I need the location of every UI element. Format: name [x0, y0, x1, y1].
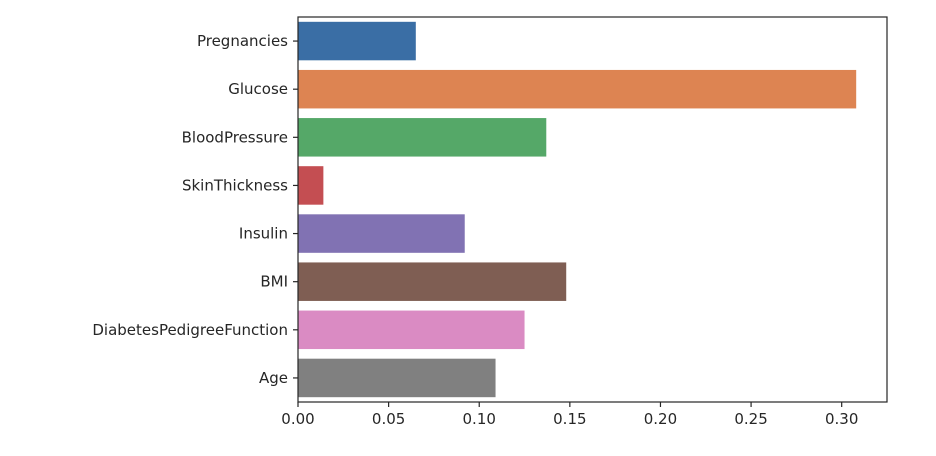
- bar-age: [298, 358, 496, 398]
- bars-group: [298, 21, 857, 398]
- bar-bloodpressure: [298, 118, 547, 157]
- x-axis-ticks: 0.00 0.05 0.10 0.15 0.20 0.25 0.30: [281, 402, 858, 428]
- x-tick-label: 0.20: [644, 410, 677, 428]
- x-tick-label: 0.30: [825, 410, 858, 428]
- x-tick-label: 0.05: [372, 410, 405, 428]
- y-tick-label: BMI: [260, 273, 288, 291]
- bar-glucose: [298, 69, 857, 109]
- y-tick-label: Insulin: [239, 225, 288, 243]
- y-tick-label: Age: [259, 369, 288, 387]
- x-tick-label: 0.00: [281, 410, 314, 428]
- y-axis-ticks: Pregnancies Glucose BloodPressure SkinThick…: [92, 32, 298, 387]
- x-tick-label: 0.10: [463, 410, 496, 428]
- bar-pregnancies: [298, 21, 416, 61]
- y-tick-label: DiabetesPedigreeFunction: [92, 321, 288, 339]
- bar-insulin: [298, 214, 465, 253]
- y-tick-label: SkinThickness: [182, 176, 288, 194]
- axes-frame: [297, 16, 888, 403]
- x-tick-label: 0.15: [553, 410, 586, 428]
- x-tick-label: 0.25: [734, 410, 767, 428]
- y-tick-label: Glucose: [228, 80, 288, 98]
- y-tick-label: Pregnancies: [197, 32, 288, 50]
- bar-bmi: [298, 262, 567, 301]
- y-tick-label: BloodPressure: [182, 128, 288, 146]
- bar-diabetespedigreefunction: [298, 310, 525, 350]
- bar-skinthickness: [298, 166, 324, 205]
